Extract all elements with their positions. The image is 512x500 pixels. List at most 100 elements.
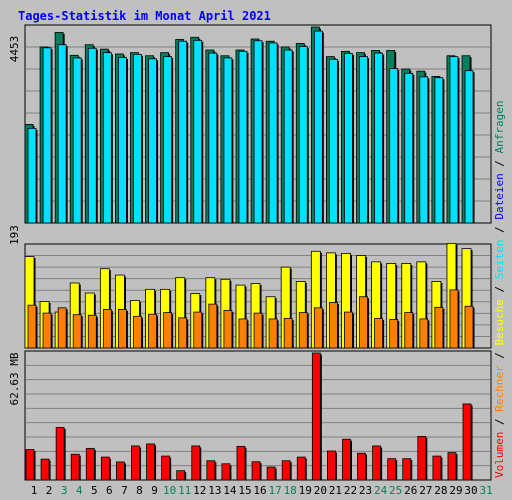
bar-rechner xyxy=(238,318,248,349)
bar-rechner xyxy=(389,319,399,349)
bar-rechner xyxy=(27,304,37,349)
bar-rechner xyxy=(193,311,203,349)
x-tick-label: 30 xyxy=(464,484,477,497)
bar-rechner xyxy=(148,313,157,349)
bar-volumen xyxy=(55,427,65,481)
bar-rechner xyxy=(208,303,218,349)
x-tick-label: 2 xyxy=(46,484,53,497)
bar-volumen xyxy=(116,461,125,481)
bar-dateien xyxy=(133,54,142,224)
legend-text: Volumen / Rechner / Besuche / Seiten / D… xyxy=(493,100,506,478)
bar-dateien xyxy=(464,70,474,224)
bar-dateien xyxy=(359,56,368,224)
bar-rechner xyxy=(404,312,414,349)
bar-rechner xyxy=(283,318,293,349)
x-tick-label: 28 xyxy=(434,484,447,497)
bar-volumen xyxy=(40,458,50,481)
x-tick-label: 15 xyxy=(238,484,251,497)
x-tick-label: 13 xyxy=(208,484,221,497)
x-tick-label: 3 xyxy=(61,484,68,497)
x-tick-label: 6 xyxy=(106,484,113,497)
bar-volumen xyxy=(221,463,231,481)
bar-dateien xyxy=(102,52,112,224)
x-tick-label: 10 xyxy=(163,484,176,497)
bar-rechner xyxy=(118,309,127,349)
legend-separator: / xyxy=(493,220,506,240)
x-tick-label: 4 xyxy=(76,484,83,497)
x-tick-label: 14 xyxy=(223,484,237,497)
chart-title: Tages-Statistik im Monat April 2021 xyxy=(18,9,271,23)
bar-volumen xyxy=(85,447,95,481)
bar-volumen xyxy=(236,445,246,481)
bar-dateien xyxy=(118,57,127,224)
x-tick-label: 20 xyxy=(314,484,327,497)
bar-rechner xyxy=(344,311,353,349)
bar-dateien xyxy=(404,72,414,224)
x-tick-label: 17 xyxy=(268,484,281,497)
x-tick-label: 8 xyxy=(136,484,143,497)
bar-dateien xyxy=(208,52,218,224)
bar-rechner xyxy=(298,312,308,349)
x-tick-label: 21 xyxy=(329,484,342,497)
x-tick-label: 31 xyxy=(479,484,492,497)
x-tick-label: 29 xyxy=(449,484,462,497)
bar-rechner xyxy=(268,318,278,349)
bar-dateien xyxy=(449,56,459,224)
bar-rechner xyxy=(42,312,52,349)
legend-item: Dateien xyxy=(493,173,506,219)
legend-separator: / xyxy=(493,412,506,432)
legend-item: Seiten xyxy=(493,240,506,280)
bar-rechner xyxy=(374,318,384,349)
bar-rechner xyxy=(223,310,233,349)
bar-volumen xyxy=(342,438,351,481)
x-tick-label: 12 xyxy=(193,484,206,497)
bar-dateien xyxy=(298,46,308,224)
bar-rechner xyxy=(313,307,323,349)
bar-volumen xyxy=(161,455,171,481)
bar-volumen xyxy=(266,466,276,481)
bar-dateien xyxy=(223,57,233,224)
x-tick-label: 1 xyxy=(31,484,38,497)
bar-rechner xyxy=(253,312,263,349)
bars-middle xyxy=(24,242,475,349)
legend-item: Volumen xyxy=(493,432,506,478)
bar-dateien xyxy=(193,39,203,224)
x-tick-label: 19 xyxy=(299,484,312,497)
bar-dateien xyxy=(57,44,67,224)
x-tick-label: 22 xyxy=(344,484,357,497)
bar-dateien xyxy=(313,30,323,224)
bar-dateien xyxy=(419,76,429,224)
bar-volumen xyxy=(432,455,442,481)
bar-dateien xyxy=(178,40,188,224)
bar-volumen xyxy=(326,450,336,481)
bar-dateien xyxy=(42,47,52,224)
ylabel-middle: 193 xyxy=(8,225,21,245)
legend-item: Besuche xyxy=(493,299,506,345)
bars-bottom xyxy=(25,352,473,481)
bars-top xyxy=(24,26,475,224)
bar-volumen xyxy=(417,436,427,481)
x-tick-label: 11 xyxy=(178,484,191,497)
bar-rechner xyxy=(449,289,459,349)
bar-dateien xyxy=(268,42,278,224)
legend-item: Rechner xyxy=(493,365,506,412)
x-tick-label: 25 xyxy=(389,484,402,497)
bar-volumen xyxy=(281,460,291,481)
bar-rechner xyxy=(72,314,82,349)
bar-volumen xyxy=(25,449,35,481)
bar-volumen xyxy=(296,456,306,481)
bar-volumen xyxy=(387,458,397,481)
bar-dateien xyxy=(344,53,353,224)
bar-rechner xyxy=(359,296,368,349)
x-tick-label: 26 xyxy=(404,484,417,497)
right-legend: Volumen / Rechner / Besuche / Seiten / D… xyxy=(493,100,506,478)
bar-volumen xyxy=(372,445,382,481)
bar-rechner xyxy=(419,318,429,349)
legend-separator: / xyxy=(493,153,506,173)
x-tick-label: 7 xyxy=(121,484,128,497)
bar-rechner xyxy=(328,302,338,349)
bar-dateien xyxy=(434,77,444,224)
bar-volumen xyxy=(462,403,472,481)
bar-dateien xyxy=(283,49,293,224)
